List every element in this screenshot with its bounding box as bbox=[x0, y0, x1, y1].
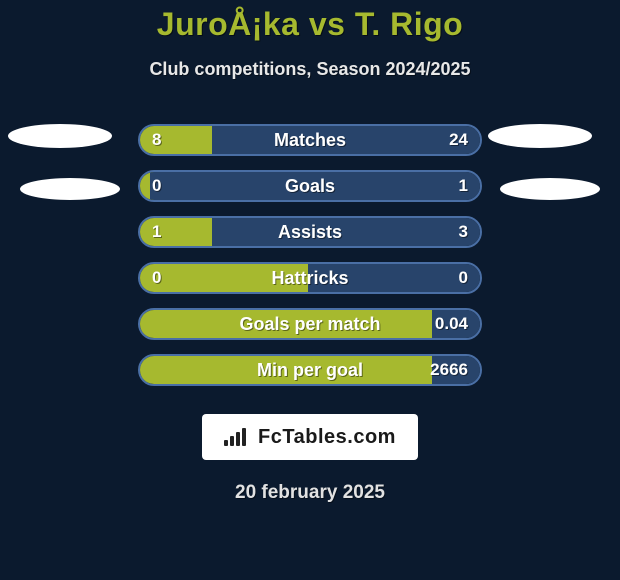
player-left-ellipse-2 bbox=[20, 178, 120, 200]
stat-label: Min per goal bbox=[140, 356, 480, 384]
logo-text: FcTables.com bbox=[258, 426, 396, 449]
date-label: 20 february 2025 bbox=[0, 482, 620, 504]
stat-row: 0.04Goals per match bbox=[0, 308, 620, 340]
stat-label: Matches bbox=[140, 126, 480, 154]
stat-bar: 01Goals bbox=[138, 170, 482, 202]
stat-label: Goals bbox=[140, 172, 480, 200]
stat-row: 13Assists bbox=[0, 216, 620, 248]
stat-bar: 13Assists bbox=[138, 216, 482, 248]
page-title: JuroÅ¡ka vs T. Rigo bbox=[0, 6, 620, 43]
fctables-logo: FcTables.com bbox=[202, 414, 418, 460]
stat-row: 2666Min per goal bbox=[0, 354, 620, 386]
player-left-ellipse-1 bbox=[8, 124, 112, 148]
comparison-card: JuroÅ¡ka vs T. Rigo Club competitions, S… bbox=[0, 0, 620, 580]
stat-label: Goals per match bbox=[140, 310, 480, 338]
stat-row: 00Hattricks bbox=[0, 262, 620, 294]
stat-label: Hattricks bbox=[140, 264, 480, 292]
player-right-ellipse-1 bbox=[488, 124, 592, 148]
stat-bar: 0.04Goals per match bbox=[138, 308, 482, 340]
player-right-ellipse-2 bbox=[500, 178, 600, 200]
stat-bar: 824Matches bbox=[138, 124, 482, 156]
stat-label: Assists bbox=[140, 218, 480, 246]
bar-chart-icon bbox=[224, 428, 250, 446]
stats-rows: 824Matches 01Goals 13Assists 00Hattricks 0.0… bbox=[0, 124, 620, 386]
stat-bar: 2666Min per goal bbox=[138, 354, 482, 386]
stat-bar: 00Hattricks bbox=[138, 262, 482, 294]
subtitle: Club competitions, Season 2024/2025 bbox=[0, 59, 620, 80]
